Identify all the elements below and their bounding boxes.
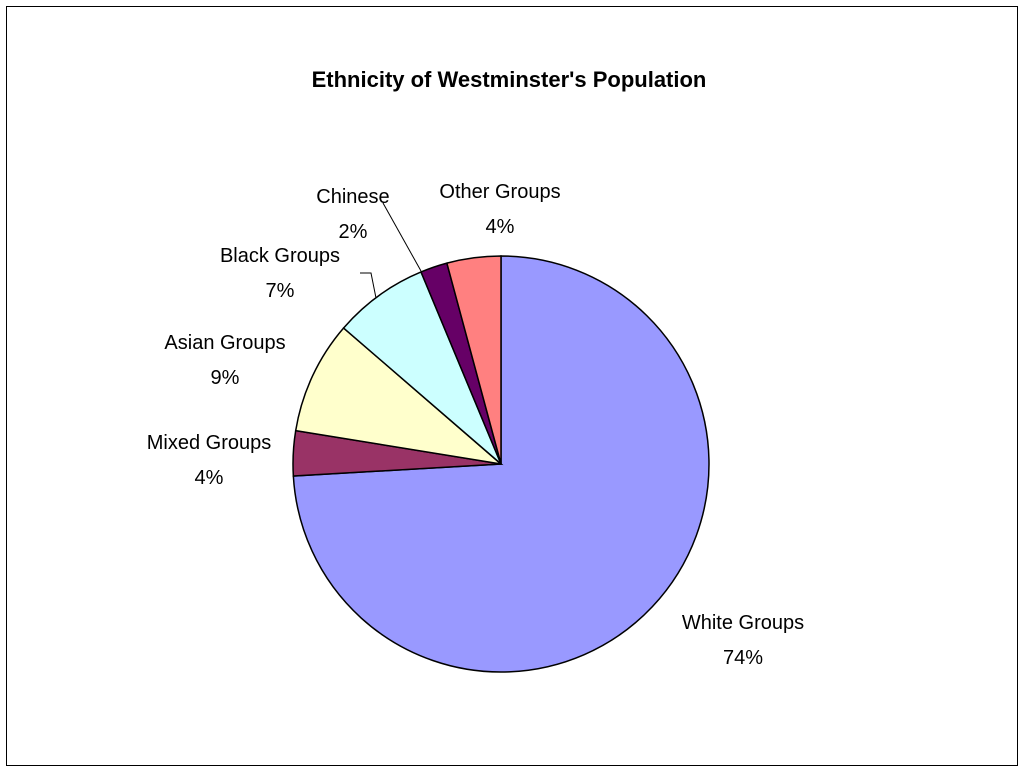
slice-percent-asian-groups: 9% [211,367,240,389]
pie-slices [292,255,710,673]
slice-label-other-groups: Other Groups [439,181,560,203]
slice-percent-other-groups: 4% [486,216,515,238]
leader-line-chinese [382,202,422,272]
slice-percent-chinese: 2% [339,221,368,243]
slice-asian-groups [294,326,504,466]
slice-label-mixed-groups: Mixed Groups [147,432,272,454]
slice-black-groups [342,271,502,465]
slice-label-asian-groups: Asian Groups [164,332,285,354]
leader-lines [360,202,422,299]
pie-chart: Ethnicity of Westminster's Population Wh… [147,67,804,673]
slice-label-chinese: Chinese [316,186,389,208]
slice-percent-white-groups: 74% [723,647,763,669]
leader-line-black-groups [360,272,377,299]
slice-percent-black-groups: 7% [266,280,295,302]
slice-other-groups [445,255,502,465]
slice-label-black-groups: Black Groups [220,245,340,267]
slice-labels: White Groups 74% Mixed Groups 4% Asian Group… [147,181,804,669]
chart-title: Ethnicity of Westminster's Population [312,67,707,92]
chart-frame: Ethnicity of Westminster's Population Wh… [6,6,1018,766]
slice-label-white-groups: White Groups [682,612,804,634]
slice-percent-mixed-groups: 4% [195,467,224,489]
